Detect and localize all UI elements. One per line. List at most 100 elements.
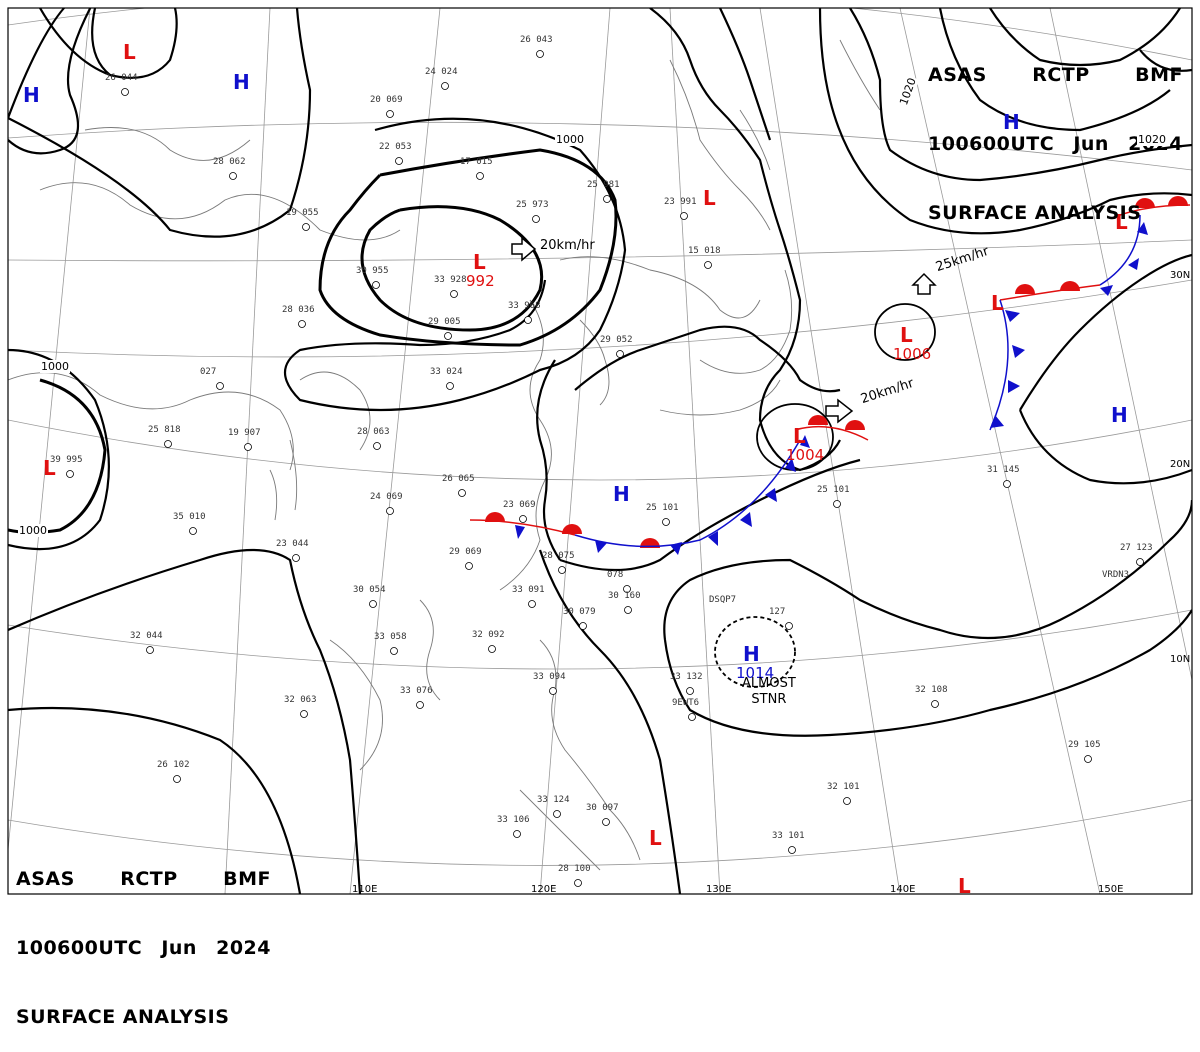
station-circle — [931, 700, 939, 708]
station-report: 33 928 — [434, 275, 467, 285]
station-circle — [189, 527, 197, 535]
isobar-label: 1020 — [1137, 133, 1167, 146]
station-report: 33 101 — [772, 831, 805, 841]
station-circle — [680, 212, 688, 220]
station-circle — [450, 290, 458, 298]
station-report: 027 — [200, 367, 217, 377]
high-pressure-center: H — [23, 83, 40, 107]
station-report: 23 069 — [503, 500, 536, 510]
station-report: 28 063 — [357, 427, 390, 437]
high-pressure-center: H — [743, 642, 760, 666]
center-pressure-value: 1014 — [736, 664, 775, 682]
station-circle — [519, 515, 527, 523]
station-report: 32 101 — [827, 782, 860, 792]
station-circle — [302, 223, 310, 231]
motion-label: 20km/hr — [540, 238, 595, 253]
station-circle — [558, 566, 566, 574]
low-pressure-center: L — [958, 874, 971, 898]
station-report: DSQP7 — [709, 595, 737, 605]
station-circle — [173, 775, 181, 783]
latitude-label: 30N — [1170, 270, 1191, 281]
high-pressure-center: H — [1111, 403, 1128, 427]
station-circle — [704, 261, 712, 269]
station-report: 25 818 — [148, 425, 181, 435]
cold-front-triangles — [515, 222, 1148, 555]
station-circle — [164, 440, 172, 448]
station-report: 25 981 — [587, 180, 620, 190]
station-circle — [121, 88, 129, 96]
station-report: 26 043 — [520, 35, 553, 45]
station-circle — [1136, 558, 1144, 566]
station-circle — [395, 157, 403, 165]
station-report: VRDN3 — [1102, 570, 1130, 580]
longitude-label: 120E — [531, 884, 557, 895]
station-circle — [146, 646, 154, 654]
high-pressure-center: H — [613, 482, 630, 506]
station-circle — [603, 195, 611, 203]
station-circle — [528, 600, 536, 608]
longitude-label: 110E — [352, 884, 378, 895]
station-circle — [458, 489, 466, 497]
station-circle — [372, 281, 380, 289]
station-report: 19 055 — [286, 208, 319, 218]
station-report: 33 076 — [400, 686, 433, 696]
station-circle — [416, 701, 424, 709]
station-circle — [602, 818, 610, 826]
station-circle — [298, 320, 306, 328]
low-pressure-center: L — [900, 323, 913, 347]
latitude-label: 10N — [1170, 654, 1191, 665]
station-circle — [688, 713, 696, 721]
station-circle — [623, 585, 631, 593]
chart-header-bottom: ASAS RCTP BMF 100600UTC Jun 2024 SURFACE ANA… — [16, 868, 271, 1028]
station-circle — [833, 500, 841, 508]
station-circle — [549, 687, 557, 695]
station-report: 32 108 — [915, 685, 948, 695]
station-report: 20 069 — [370, 95, 403, 105]
station-report: 39 995 — [50, 455, 83, 465]
low-pressure-center: L — [793, 424, 806, 448]
cold-front — [574, 214, 1141, 548]
station-report: 22 053 — [379, 142, 412, 152]
station-report: 33 094 — [533, 672, 566, 682]
station-report: 33 091 — [512, 585, 545, 595]
station-circle — [386, 507, 394, 515]
header-title: SURFACE ANALYSIS — [16, 1006, 230, 1028]
station-report: 32 044 — [130, 631, 163, 641]
station-report: 33 024 — [430, 367, 463, 377]
station-report: 27 123 — [1120, 543, 1153, 553]
station-report: 29 069 — [449, 547, 482, 557]
station-circle — [624, 606, 632, 614]
station-report: 24 024 — [425, 67, 458, 77]
station-report: 31 145 — [987, 465, 1020, 475]
station-circle — [553, 810, 561, 818]
header-title: SURFACE ANALYSIS — [928, 202, 1142, 224]
station-circle — [513, 830, 521, 838]
station-report: 28 100 — [558, 864, 591, 874]
high-pressure-center: H — [1003, 110, 1020, 134]
station-circle — [524, 316, 532, 324]
station-report: 24 069 — [370, 492, 403, 502]
warm-front-bumps — [485, 196, 1188, 548]
station-plots — [66, 50, 1144, 887]
station-report: 30 160 — [608, 591, 641, 601]
station-report: 25 101 — [646, 503, 679, 513]
station-report: 28 062 — [213, 157, 246, 167]
low-pressure-center: L — [703, 186, 716, 210]
almost-stationary-note: ALMOST STNR — [742, 676, 796, 707]
station-circle — [292, 554, 300, 562]
station-circle — [616, 350, 624, 358]
station-report: 25 973 — [516, 200, 549, 210]
station-report: 32 092 — [472, 630, 505, 640]
station-circle — [390, 647, 398, 655]
isobar-label: 1000 — [555, 133, 585, 146]
high-pressure-center: H — [233, 70, 250, 94]
station-report: 23 044 — [276, 539, 309, 549]
station-circle — [441, 82, 449, 90]
station-report: 25 101 — [817, 485, 850, 495]
center-pressure-value: 1004 — [786, 446, 825, 464]
coastlines — [8, 39, 881, 871]
station-report: 26 102 — [157, 760, 190, 770]
station-circle — [662, 518, 670, 526]
station-circle — [465, 562, 473, 570]
